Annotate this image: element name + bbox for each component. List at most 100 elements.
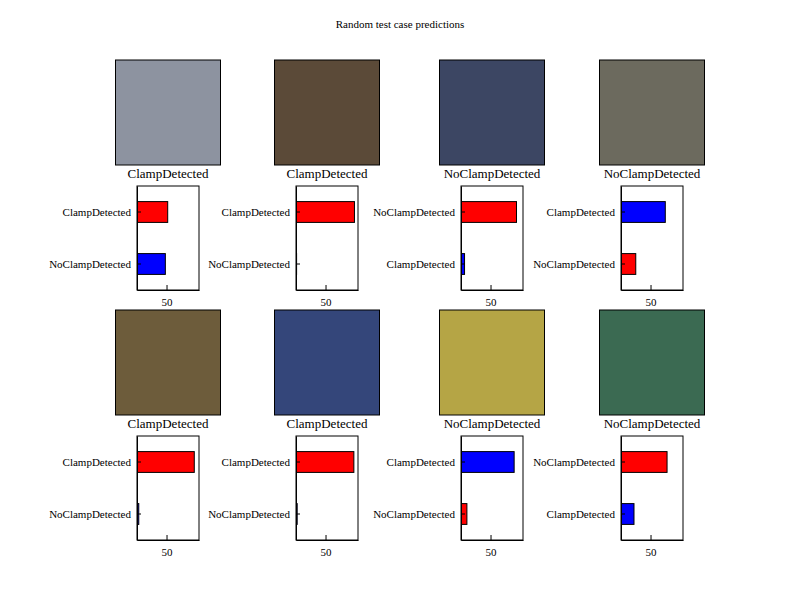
tick-label: NoClampDetected [208,258,290,270]
value-axis: 50 [297,535,359,558]
bars [621,452,667,525]
tick-label: 50 [162,296,174,308]
subplot: ClampDetected 50 ClampDetected NoClampDetec… [49,60,220,308]
tick: NoClampDetected [373,206,465,218]
tick: 50 [646,535,658,558]
tick-label: NoClampDetected [533,258,615,270]
tick: 50 [162,535,174,558]
tick-label: 50 [162,546,174,558]
tick: ClampDetected [222,456,300,468]
photo [440,310,545,415]
category-axis: ClampDetected NoClampDetected [208,187,300,291]
bar [461,452,514,473]
plot-frame [621,436,683,540]
value-axis: 50 [462,285,524,308]
axis-line [462,290,524,291]
axis-line [622,540,684,541]
bar [137,452,194,473]
tick: NoClampDetected [533,258,625,270]
tick: NoClampDetected [373,508,465,520]
axis-line [462,540,524,541]
tick-label: 50 [321,296,333,308]
photo [116,60,221,165]
axis-line [461,437,462,541]
tick-label: ClampDetected [63,456,132,468]
tick: 50 [486,535,498,558]
bars [296,452,354,525]
photo [275,60,380,165]
photo [600,310,705,415]
value-axis: 50 [297,285,359,308]
tick: 50 [321,535,333,558]
bar [137,254,165,275]
tick: 50 [162,285,174,308]
category-axis: ClampDetected NoClampDetected [49,187,141,291]
tick-mark [137,212,141,213]
plot-frame [296,186,358,290]
bars [461,202,517,275]
tick-mark [167,535,168,540]
tick: ClampDetected [63,456,141,468]
bar [621,504,634,525]
tick-mark [296,264,300,265]
bars [621,202,665,275]
tick-label: NoClampDetected [373,508,455,520]
image-caption: NoClampDetected [444,416,541,431]
tick-mark [326,285,327,290]
tick-mark [621,264,625,265]
subplot: NoClampDetected 50 ClampDetectedNoClampDet… [373,310,544,558]
category-axis: ClampDetectedNoClampDetected [373,437,465,541]
tick-label: 50 [646,546,658,558]
image-caption: NoClampDetected [604,166,701,181]
axis-line [137,187,138,291]
tick-mark [651,535,652,540]
tick-mark [137,264,141,265]
axis-line [297,290,359,291]
tick-mark [461,514,465,515]
tick: NoClampDetected [533,456,625,468]
photo [275,310,380,415]
tick-label: NoClampDetected [49,508,131,520]
bars [137,452,194,525]
tick-label: NoClampDetected [208,508,290,520]
image-caption: NoClampDetected [444,166,541,181]
tick: ClampDetected [547,508,625,520]
tick-mark [296,212,300,213]
category-axis: ClampDetectedNoClampDetected [533,187,625,291]
tick: ClampDetected [63,206,141,218]
value-axis: 50 [622,285,684,308]
axis-line [622,290,684,291]
tick-mark [461,264,465,265]
bar [137,202,168,223]
tick-label: 50 [321,546,333,558]
image-caption: ClampDetected [128,416,209,431]
value-axis: 50 [622,535,684,558]
axis-line [137,437,138,541]
subplot: ClampDetected 50 ClampDetected NoClampDetec… [208,60,379,308]
category-axis: NoClampDetected ClampDetected [533,437,625,541]
tick-label: ClampDetected [222,456,291,468]
figure-title: Random test case predictions [336,18,465,30]
bars [296,202,354,275]
photo [116,310,221,415]
bar [296,452,354,473]
tick: 50 [646,285,658,308]
tick: ClampDetected [387,258,465,270]
tick: 50 [486,285,498,308]
bar [621,254,636,275]
tick-label: NoClampDetected [49,258,131,270]
axis-line [621,437,622,541]
tick-mark [137,462,141,463]
tick: NoClampDetected [208,508,300,520]
tick: NoClampDetected [49,258,141,270]
tick-mark [621,462,625,463]
tick-mark [651,285,652,290]
tick: 50 [321,285,333,308]
axis-line [461,187,462,291]
tick-mark [621,514,625,515]
tick-mark [461,462,465,463]
image-caption: NoClampDetected [604,416,701,431]
subplot: ClampDetected50ClampDetectedNoClampDetec… [208,310,379,558]
axis-line [297,540,359,541]
tick-label: ClampDetected [222,206,291,218]
